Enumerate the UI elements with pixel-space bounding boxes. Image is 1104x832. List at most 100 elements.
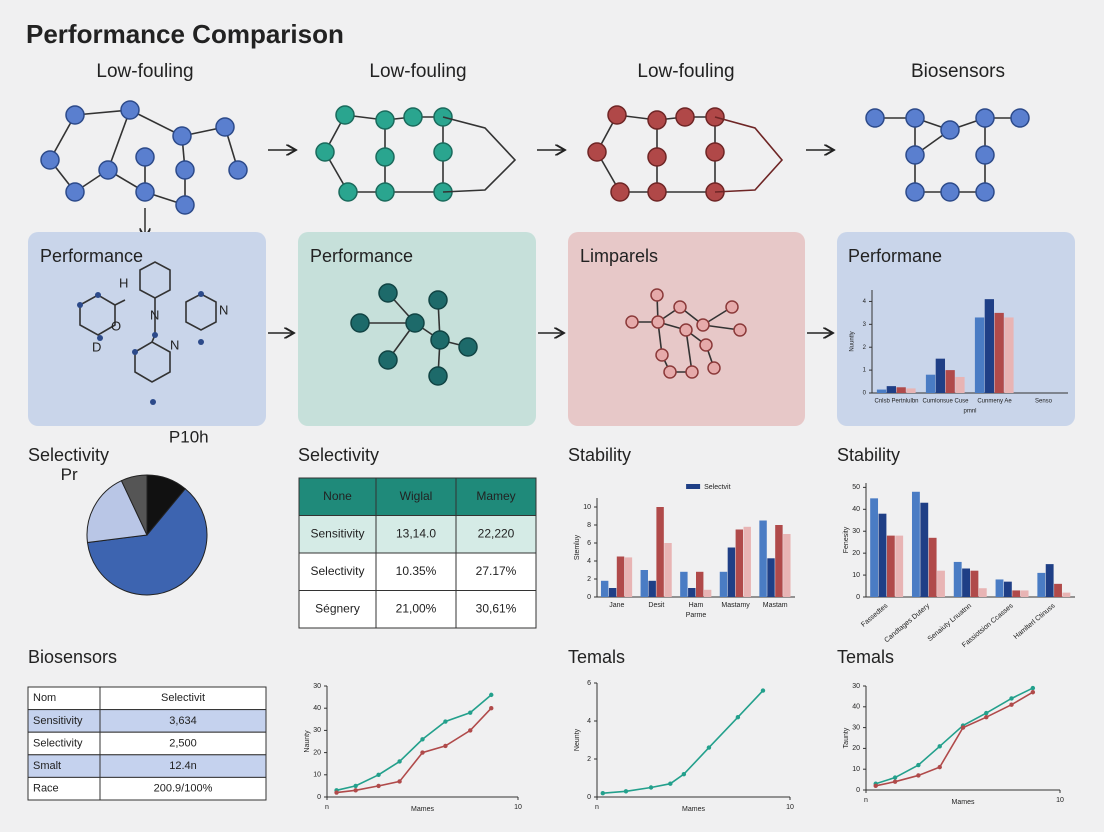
y-tick-label: 40	[852, 506, 860, 513]
point	[984, 710, 989, 716]
arrows	[145, 150, 834, 333]
panel-title: Performance	[40, 246, 143, 266]
x-axis-label: pmnl	[963, 409, 976, 415]
point	[489, 692, 494, 698]
bar	[978, 588, 987, 597]
bar	[876, 389, 887, 393]
point	[760, 688, 766, 693]
bar	[1003, 581, 1012, 597]
atom	[940, 182, 960, 202]
bar	[600, 580, 609, 597]
point	[376, 783, 381, 789]
atom	[663, 365, 677, 379]
atom	[699, 338, 713, 352]
point	[353, 788, 358, 793]
y-axis-label: Fenesity	[843, 526, 850, 553]
y-tick-label: 20	[852, 550, 860, 557]
bar	[911, 491, 920, 597]
panel-title: Performance	[310, 246, 413, 266]
panel	[28, 232, 266, 426]
y-tick-label: 10	[583, 504, 591, 511]
table-text: Selectivity	[33, 737, 83, 749]
y-tick-label: 10	[313, 772, 321, 779]
page-title: Performance Comparison	[26, 19, 344, 49]
x-tick-label: 10	[1056, 797, 1064, 804]
y-tick-label: 1	[863, 368, 867, 374]
point	[1009, 702, 1014, 707]
line	[336, 707, 492, 794]
bar	[1004, 317, 1014, 393]
bond	[107, 109, 131, 171]
x-tick-label: Senaiuty Lnuatnn	[927, 603, 973, 643]
table-cell	[298, 552, 377, 591]
atom	[705, 142, 725, 162]
atom	[433, 142, 453, 162]
table-cell	[455, 515, 537, 554]
bar	[970, 570, 979, 597]
y-tick-label: 40	[313, 705, 321, 712]
section-title: Selectivity	[28, 445, 109, 465]
point	[420, 737, 425, 742]
bar	[703, 589, 712, 597]
bar	[937, 570, 945, 597]
atom	[228, 160, 248, 180]
table-cell	[455, 552, 537, 591]
x-tick-label: 10	[514, 804, 522, 811]
bar	[727, 547, 736, 597]
bar	[906, 388, 916, 393]
bar	[945, 370, 955, 393]
atom	[707, 361, 721, 375]
atom	[647, 147, 667, 167]
y-tick-label: 2	[587, 576, 591, 583]
bar	[984, 299, 994, 393]
point	[706, 745, 712, 750]
table-text: Selectivity	[310, 564, 364, 578]
atom	[975, 145, 995, 165]
bar	[935, 358, 945, 393]
y-tick-label: 4	[863, 299, 867, 305]
bar	[1020, 590, 1029, 597]
atom-label: N	[219, 302, 228, 317]
line	[875, 687, 1034, 785]
atom	[65, 182, 85, 202]
atom	[135, 147, 155, 167]
bond	[685, 329, 693, 373]
point	[376, 772, 381, 777]
atom	[458, 337, 478, 357]
atom-label: O	[111, 318, 121, 333]
atom	[651, 315, 665, 329]
bar	[1045, 564, 1054, 597]
section-title: Stability	[568, 445, 631, 465]
bar	[767, 558, 775, 597]
point	[916, 762, 921, 768]
bar	[656, 507, 664, 597]
atom	[98, 160, 118, 180]
y-tick-label: 10	[852, 766, 860, 773]
atom	[40, 150, 60, 170]
point	[489, 706, 494, 711]
x-tick-label: Jane	[609, 602, 624, 609]
atom	[378, 283, 398, 303]
bar	[664, 543, 672, 597]
atom	[655, 348, 669, 362]
atom	[587, 142, 607, 162]
bar	[955, 376, 965, 393]
bar	[895, 535, 904, 597]
stage-title: Biosensors	[911, 61, 1005, 82]
bar	[920, 502, 929, 597]
y-tick-label: 30	[313, 683, 321, 690]
line	[336, 694, 492, 792]
point	[892, 779, 898, 784]
x-axis-label: Parme	[686, 612, 707, 619]
y-tick-label: 40	[852, 704, 860, 711]
atom	[975, 108, 995, 128]
bar	[624, 557, 633, 597]
bar	[1012, 590, 1021, 597]
atom	[905, 108, 925, 128]
table-cell	[455, 477, 537, 516]
point	[420, 750, 425, 755]
point	[443, 743, 448, 749]
x-tick-label: Cumlonsue Cuse	[922, 399, 969, 405]
y-tick-label: 0	[856, 594, 860, 601]
x-tick-label: n	[595, 804, 599, 811]
